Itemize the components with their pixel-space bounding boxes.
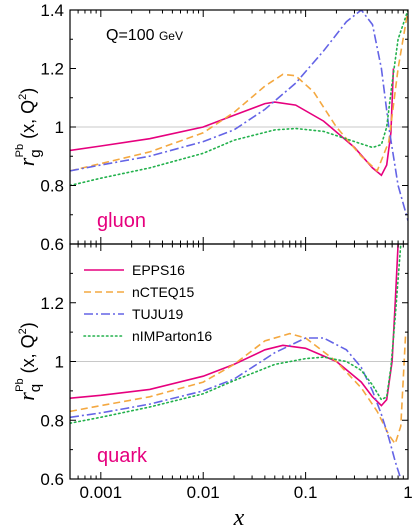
series-line-ncteq15 <box>70 332 407 446</box>
y-axis-label: rqPb (x, Q2) <box>14 322 44 401</box>
y-tick-label: 0.8 <box>40 411 64 430</box>
quark-panel: 0.6 0.8 1 1.2 0.001 0.01 0.1 1 x rqPb (x, Q2) quar… <box>14 243 413 529</box>
legend-label-ncteq15: nCTEQ15 <box>132 284 194 300</box>
series-line-nimparton16 <box>70 10 408 187</box>
y-tick-label: 1.2 <box>40 294 64 313</box>
x-tick-label: 0.01 <box>187 483 220 502</box>
series-line-ncteq15 <box>70 10 408 173</box>
y-tick-label: 1.2 <box>40 60 64 79</box>
x-tick-label: 0.001 <box>80 483 123 502</box>
panel-label-quark: quark <box>97 445 148 467</box>
legend-label-tuju19: TUJU19 <box>132 306 184 322</box>
x-tick-label: 1 <box>403 483 412 502</box>
x-tick-label: 0.1 <box>294 483 318 502</box>
y-axis-label: rgPb (x, Q2) <box>14 88 44 167</box>
y-tick-label: 1 <box>55 118 64 137</box>
legend-label-nimparton16: nIMParton16 <box>132 328 212 344</box>
series-line-nimparton16 <box>70 244 402 424</box>
x-axis-label: x <box>233 505 245 529</box>
gluon-panel: 0.6 0.8 1 1.2 1.4 rgPb (x, Q2) gluon Q=100 GeV <box>14 1 409 254</box>
series-line-epps16 <box>70 68 395 177</box>
series-line-tuju19 <box>70 10 408 221</box>
y-tick-label: 0.6 <box>40 470 64 489</box>
panel-label-gluon: gluon <box>97 210 146 232</box>
y-tick-label: 1 <box>55 353 64 372</box>
y-tick-label: 0.8 <box>40 177 64 196</box>
series-line-epps16 <box>70 244 399 407</box>
legend-label-epps16: EPPS16 <box>132 262 185 278</box>
y-tick-label: 1.4 <box>40 1 64 20</box>
y-tick-label: 0.6 <box>40 235 64 254</box>
scale-annotation: Q=100 GeV <box>106 27 183 44</box>
